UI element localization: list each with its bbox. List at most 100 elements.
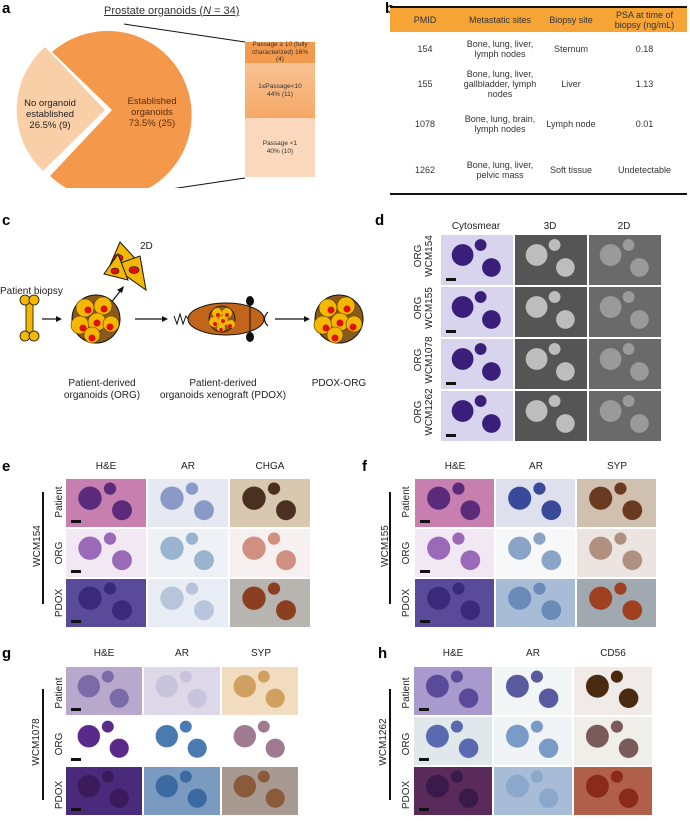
micrograph-d	[514, 390, 588, 442]
cell-pmid: 155	[417, 79, 433, 89]
micrograph-d	[514, 338, 588, 390]
scale-bar	[71, 620, 81, 623]
micrograph-d	[588, 390, 662, 442]
f-row-patient: Patient	[401, 486, 412, 518]
micrograph-f	[414, 528, 495, 578]
panel-label-g: g	[2, 645, 12, 662]
micrograph-f	[495, 578, 576, 628]
micrograph-g	[143, 766, 221, 816]
scale-bar	[71, 758, 81, 761]
label-2d: 2D	[140, 241, 153, 252]
panel-label-c: c	[2, 212, 11, 229]
scale-bar	[419, 808, 429, 811]
micrograph-g	[65, 766, 143, 816]
micrograph-h	[573, 666, 653, 716]
col-label-3d: 3D	[543, 221, 557, 232]
micrograph-e	[147, 578, 229, 628]
micrograph-h	[413, 716, 493, 766]
micrograph-h	[413, 766, 493, 816]
g-col-he: H&E	[93, 648, 115, 659]
e-col-ar: AR	[181, 461, 195, 472]
f-col-he: H&E	[444, 461, 466, 472]
g-sample-label: WCM1078	[31, 718, 42, 766]
f-sample-bar	[389, 492, 391, 604]
micrograph-g	[221, 666, 299, 716]
micrograph-d	[440, 390, 514, 442]
bone-icon	[19, 294, 40, 342]
pdox-caption: Patient-derived organoids xenograft (PDOX…	[159, 378, 287, 401]
cell-biopsy: Soft tissue	[540, 146, 602, 195]
scale-bar	[420, 620, 430, 623]
cell-biopsy: Liver	[561, 79, 581, 89]
h-sample-label: WCM1262	[378, 718, 389, 766]
panel-label-d: d	[375, 212, 385, 229]
h-col-he: H&E	[442, 648, 464, 659]
h-row-patient: Patient	[401, 677, 412, 709]
micrograph-d	[588, 286, 662, 338]
h-col-ar: AR	[526, 648, 540, 659]
mouse-xenograft-icon	[173, 296, 269, 342]
pie-title-n: N	[203, 5, 212, 17]
f-col-syp: SYP	[606, 461, 627, 472]
col-label-cytosmear: Cytosmear	[451, 221, 501, 232]
e-sample-label: WCM154	[32, 525, 43, 567]
micrograph-g	[221, 766, 299, 816]
h-row-org: ORG	[401, 732, 412, 756]
micrograph-f	[495, 478, 576, 528]
pie-slice-established	[50, 30, 192, 188]
table-row: 155 Bone, lung, liver, gallbladder, lymp…	[390, 66, 687, 102]
micrograph-h	[493, 716, 573, 766]
connector-line-top	[123, 23, 246, 43]
pie-label-established: Established organoids 73.5% (25)	[127, 96, 177, 129]
table-header-row: PMID Metastatic sites Biopsy site PSA at…	[390, 6, 687, 32]
cell-biopsy: Sternum	[553, 44, 588, 54]
row-label-wcm155: ORG WCM155	[413, 287, 435, 329]
header-metastatic-sites: Metastatic sites	[460, 6, 540, 32]
row-label-wcm1262: ORG WCM1262	[413, 388, 435, 436]
pdox-organoid-icon	[313, 294, 364, 344]
pie-chart-title: Prostate organoids (N = 34)	[104, 5, 239, 17]
org-caption: Patient-derived organoids (ORG)	[63, 378, 141, 401]
cell-psa: 0.01	[635, 119, 654, 129]
h-row-pdox: PDOX	[401, 780, 412, 810]
micrograph-h	[493, 766, 573, 816]
f-sample-label: WCM155	[380, 525, 391, 567]
micrograph-g	[65, 666, 143, 716]
table-row: 154 Bone, lung, liver, lymph nodes Stern…	[390, 32, 687, 66]
micrograph-h	[573, 766, 653, 816]
h-sample-bar	[389, 689, 391, 800]
micrograph-f	[576, 578, 657, 628]
workflow-diagram	[19, 241, 364, 344]
e-col-he: H&E	[95, 461, 117, 472]
scale-bar	[446, 382, 456, 385]
micrograph-f	[414, 578, 495, 628]
cell-psa: Undetectable	[602, 146, 687, 195]
pie-label-no-organoid: No organoid established 26.5% (9)	[24, 98, 76, 131]
cell-biopsy: Lymph node	[546, 119, 596, 129]
micrograph-e	[147, 478, 229, 528]
col-label-2d: 2D	[617, 221, 631, 232]
cell-sites: Bone, lung, liver, gallbladder, lymph no…	[463, 69, 537, 99]
scale-bar	[71, 708, 81, 711]
scale-bar	[420, 570, 430, 573]
panel-label-f: f	[362, 458, 367, 475]
organoid-icon	[70, 294, 121, 344]
breakdown-passage-ge10: Passage ≥ 10 (fully characterized) 16% (4)	[245, 41, 315, 63]
2d-cells-icon	[103, 241, 147, 292]
micrograph-d	[588, 234, 662, 286]
pie-chart	[16, 23, 246, 188]
micrograph-e	[65, 528, 147, 578]
g-col-ar: AR	[175, 648, 189, 659]
scale-bar	[420, 520, 430, 523]
micrograph-e	[147, 528, 229, 578]
patient-table: PMID Metastatic sites Biopsy site PSA at…	[390, 6, 687, 195]
cell-psa: 1.13	[635, 79, 654, 89]
scale-bar	[71, 570, 81, 573]
scale-bar	[446, 278, 456, 281]
f-row-org: ORG	[401, 541, 412, 565]
scale-bar	[71, 808, 81, 811]
row-label-wcm1078: ORG WCM1078	[413, 336, 435, 384]
pdox-org-caption: PDOX-ORG	[311, 378, 367, 389]
breakdown-passage-lt1: Passage <1 40% (10)	[245, 118, 315, 177]
micrograph-d	[440, 338, 514, 390]
